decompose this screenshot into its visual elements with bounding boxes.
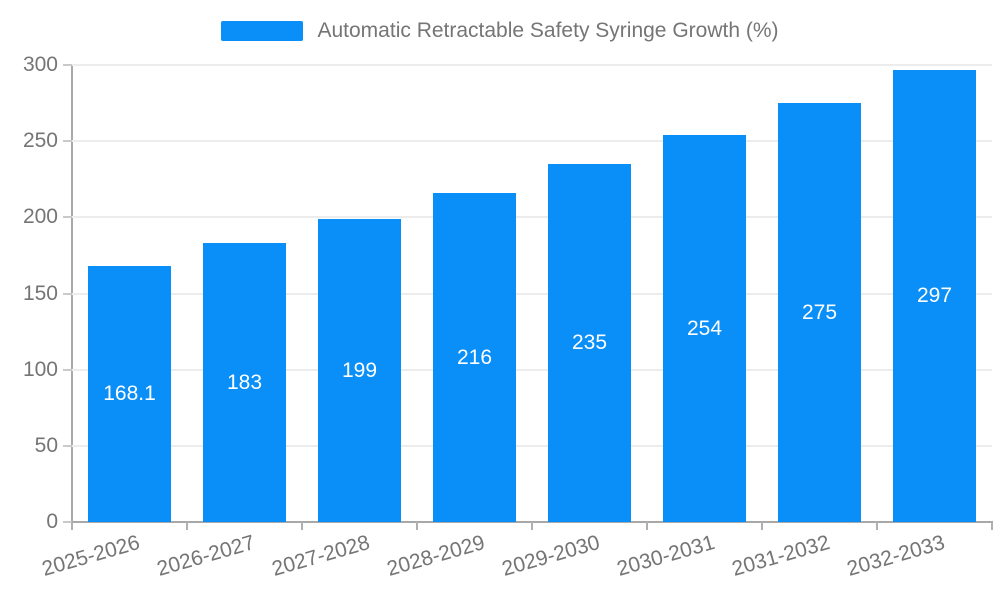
bar-value-label: 183 <box>226 370 263 394</box>
x-axis-tick <box>71 522 73 530</box>
y-axis-tick <box>63 521 72 523</box>
bar[interactable]: 275 <box>778 103 861 522</box>
y-axis-tick <box>63 369 72 371</box>
grid-line <box>72 216 992 218</box>
bar-value-label: 297 <box>916 284 953 307</box>
grid-line <box>72 293 992 295</box>
x-axis-tick <box>186 522 188 530</box>
bar[interactable]: 183 <box>203 243 286 522</box>
grid-line <box>72 140 992 142</box>
bar[interactable]: 168.1 <box>88 266 171 522</box>
y-axis-label: 250 <box>22 129 58 152</box>
y-axis-tick <box>63 140 72 142</box>
grid-line <box>72 64 992 66</box>
y-axis-tick <box>63 445 72 447</box>
y-axis-label: 0 <box>46 510 58 533</box>
legend-swatch-icon <box>221 21 304 41</box>
bar[interactable]: 216 <box>433 193 516 522</box>
y-axis-tick <box>63 293 72 295</box>
grid-line <box>72 445 992 447</box>
legend-item-series[interactable]: Automatic Retractable Safety Syringe Gro… <box>221 19 779 43</box>
bar-value-label: 235 <box>571 331 608 354</box>
x-axis-tick <box>761 522 763 530</box>
bar[interactable]: 235 <box>548 164 631 522</box>
bar-value-label: 199 <box>341 358 378 382</box>
bar-value-label: 168.1 <box>103 382 156 405</box>
legend-series-label: Automatic Retractable Safety Syringe Gro… <box>317 19 779 42</box>
x-axis-tick <box>531 522 533 530</box>
bar-value-label: 275 <box>801 300 838 324</box>
x-axis-tick <box>416 522 418 530</box>
x-axis-tick <box>876 522 878 530</box>
y-axis-label: 300 <box>22 53 58 76</box>
x-axis-tick <box>301 522 303 530</box>
y-axis-label: 200 <box>22 205 58 228</box>
bar[interactable]: 297 <box>893 70 976 522</box>
x-axis-tick <box>646 522 648 530</box>
y-axis-label: 50 <box>34 434 58 457</box>
bar[interactable]: 199 <box>318 219 401 522</box>
bar-value-label: 254 <box>686 316 723 340</box>
chart-legend: Automatic Retractable Safety Syringe Gro… <box>0 16 1000 46</box>
bar-value-label: 216 <box>456 345 493 369</box>
y-axis-label: 150 <box>22 282 58 305</box>
grid-line <box>72 369 992 371</box>
y-axis-label: 100 <box>22 358 58 381</box>
bar[interactable]: 254 <box>663 135 746 522</box>
y-axis-tick <box>63 216 72 218</box>
x-axis-tick <box>991 522 993 530</box>
y-axis-tick <box>63 64 72 66</box>
